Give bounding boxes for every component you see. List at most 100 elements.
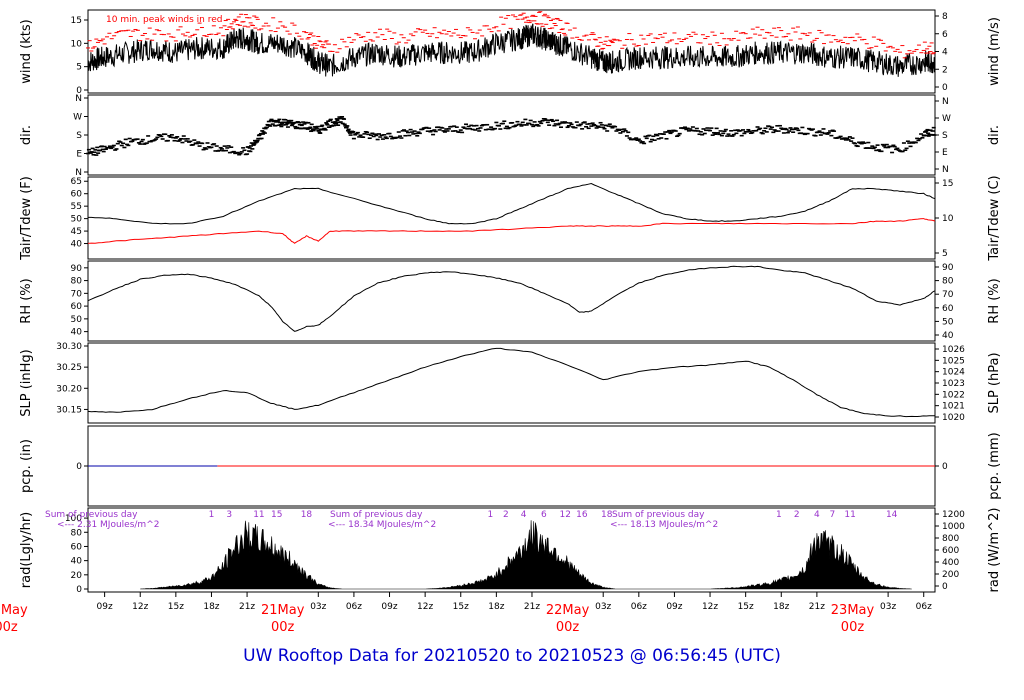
panel-slp-left-tick-label: 30.30 (56, 342, 82, 352)
time-tick-label: 03z (310, 602, 326, 612)
rad-hour-mark: 1 (488, 510, 494, 520)
panel-slp-right-tick-label: 1022 (942, 390, 965, 400)
rad-hour-mark: 3 (226, 510, 232, 520)
panel-dir-left-tick-label: W (73, 113, 82, 123)
time-tick-label: 15z (168, 602, 184, 612)
rad-annotation-sum: <--- 18.13 MJoules/m^2 (610, 520, 718, 530)
panel-wind-right-tick-label: 2 (942, 65, 948, 75)
time-tick-label: 06z (631, 602, 647, 612)
day-sublabel: 00z (0, 620, 18, 635)
panel-temp-series-line (87, 218, 936, 244)
rad-hour-mark: 16 (576, 510, 588, 520)
rad-annotation-sum: <--- 2.31 MJoules/m^2 (57, 520, 159, 530)
rad-hour-mark: 18 (601, 510, 613, 520)
panel-slp-ylabel-left: SLP (inHg) (19, 349, 34, 417)
panel-rh-right-tick-label: 90 (942, 263, 954, 273)
panel-slp-left-tick-label: 30.15 (56, 405, 82, 415)
panel-rad-left-tick-label: 40 (71, 557, 83, 567)
day-label: 23May (831, 603, 875, 618)
panel-temp-left-tick-label: 45 (71, 227, 82, 237)
panel-rad-right-tick-label: 600 (942, 546, 959, 556)
time-tick-label: 21z (809, 602, 825, 612)
time-tick-label: 15z (738, 602, 754, 612)
time-tick-label: 12z (417, 602, 433, 612)
panel-rh-left-tick-label: 90 (71, 264, 83, 274)
day-sublabel: 00z (271, 620, 295, 635)
rad-annotation-title: Sum of previous day (45, 510, 138, 520)
panel-rh-left-tick-label: 60 (71, 302, 83, 312)
time-tick-label: 18z (203, 602, 219, 612)
panel-temp-right-tick-label: 5 (942, 249, 948, 259)
panel-rad-right-tick-label: 0 (942, 582, 948, 592)
panel-rh-left-tick-label: 40 (71, 328, 83, 338)
rad-hour-mark: 2 (794, 510, 800, 520)
rad-hour-mark: 6 (541, 510, 547, 520)
panel-slp-series-line (87, 347, 936, 418)
day-sublabel: 00z (556, 620, 580, 635)
panel-temp-left-tick-label: 50 (71, 215, 83, 225)
panel-rad-right-tick-label: 1000 (942, 522, 965, 532)
panel-dir-right-tick-label: W (942, 114, 951, 124)
time-tick-label: 03z (880, 602, 896, 612)
panel-rh-series-line (87, 265, 936, 332)
panel-rh-left-tick-label: 50 (71, 315, 83, 325)
time-tick-label: 12z (702, 602, 718, 612)
panel-temp-left-tick-label: 65 (71, 177, 82, 187)
rad-annotation-title: Sum of previous day (330, 510, 423, 520)
time-tick-label: 18z (773, 602, 789, 612)
panel-rh-ylabel-left: RH (%) (19, 278, 34, 323)
panel-wind-left-tick-label: 0 (76, 86, 82, 96)
panel-temp-ylabel-right: Tair/Tdew (C) (987, 175, 1002, 261)
day-label: 21May (261, 603, 305, 618)
time-tick-label: 09z (666, 602, 682, 612)
panel-dir-right-tick-label: E (942, 148, 948, 158)
panel-slp-right-tick-label: 1026 (942, 345, 965, 355)
panel-pcp-right-tick-label: 0 (942, 462, 948, 472)
rad-annotation-title: Sum of previous day (612, 510, 705, 520)
panel-dir-left-tick-label: N (75, 94, 82, 104)
panel-temp-right-tick-label: 10 (942, 214, 954, 224)
rad-hour-mark: 11 (253, 510, 264, 520)
panel-rad-left-tick-label: 100 (65, 514, 82, 524)
panel-dir-left-tick-label: E (76, 150, 82, 160)
wind-annotation: 10 min. peak winds in red (106, 15, 223, 25)
panel-dir-left-tick-label: N (75, 168, 82, 178)
panel-wind-right-tick-label: 6 (942, 30, 948, 40)
panel-dir-ylabel-left: dir. (19, 125, 34, 145)
panel-rh-left-tick-label: 70 (71, 289, 83, 299)
rad-hour-mark: 1 (209, 510, 215, 520)
panel-slp-right-tick-label: 1023 (942, 379, 965, 389)
rad-hour-mark: 14 (886, 510, 898, 520)
panel-wind-series-line (87, 23, 936, 77)
rad-hour-mark: 11 (844, 510, 855, 520)
panel-slp-right-tick-label: 1021 (942, 402, 965, 412)
panel-rad-left-tick-label: 20 (71, 571, 83, 581)
time-tick-label: 09z (97, 602, 113, 612)
panel-rh-right-tick-label: 40 (942, 331, 954, 341)
time-tick-label: 12z (132, 602, 148, 612)
panel-rh-right-tick-label: 60 (942, 304, 954, 314)
time-tick-label: 21z (524, 602, 540, 612)
panel-wind-left-tick-label: 15 (71, 16, 82, 26)
panel-temp-ylabel-left: Tair/Tdew (F) (19, 176, 34, 261)
day-label: 20May (0, 603, 28, 618)
panel-temp-left-tick-label: 55 (71, 202, 82, 212)
panel-rad-ylabel-right: rad (W/m^2) (987, 508, 1002, 593)
day-sublabel: 00z (841, 620, 865, 635)
panel-rh-left-tick-label: 80 (71, 277, 83, 287)
rad-hour-mark: 4 (814, 510, 820, 520)
panel-temp-right-tick-label: 15 (942, 179, 953, 189)
panel-wind-right-tick-label: 0 (942, 83, 948, 93)
panel-rh-right-tick-label: 80 (942, 277, 954, 287)
panel-dir-ylabel-right: dir. (987, 125, 1002, 145)
panel-rh-ylabel-right: RH (%) (987, 278, 1002, 323)
time-tick-label: 06z (916, 602, 932, 612)
time-tick-label: 15z (453, 602, 469, 612)
rad-series (140, 520, 912, 590)
rad-hour-mark: 18 (301, 510, 313, 520)
time-tick-label: 09z (381, 602, 397, 612)
rad-hour-mark: 12 (559, 510, 570, 520)
time-tick-label: 03z (595, 602, 611, 612)
panel-rh-right-tick-label: 50 (942, 317, 954, 327)
